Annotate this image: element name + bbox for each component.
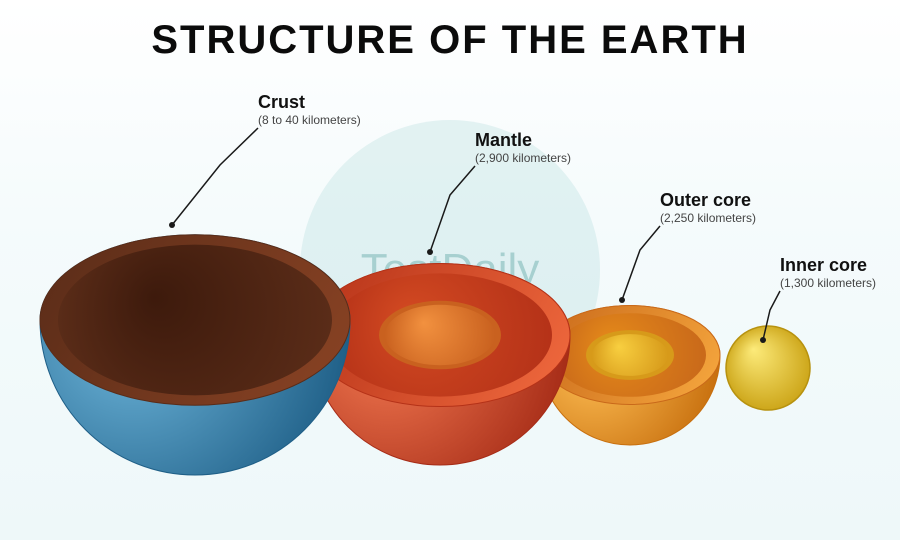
layer-mantle xyxy=(310,264,570,466)
label-name-crust: Crust xyxy=(258,92,361,113)
label-crust: Crust(8 to 40 kilometers) xyxy=(258,92,361,127)
layers-canvas xyxy=(0,0,900,540)
label-name-inner-core: Inner core xyxy=(780,255,876,276)
label-name-mantle: Mantle xyxy=(475,130,571,151)
label-name-outer-core: Outer core xyxy=(660,190,756,211)
label-sub-outer-core: (2,250 kilometers) xyxy=(660,211,756,225)
label-sub-mantle: (2,900 kilometers) xyxy=(475,151,571,165)
label-inner-core: Inner core(1,300 kilometers) xyxy=(780,255,876,290)
leader-dot-inner-core xyxy=(760,337,766,343)
leader-crust xyxy=(172,128,258,225)
layer-crust xyxy=(40,224,350,475)
leader-dot-mantle xyxy=(427,249,433,255)
layer-inner-core xyxy=(726,326,810,410)
leader-mantle xyxy=(430,166,475,252)
label-sub-crust: (8 to 40 kilometers) xyxy=(258,113,361,127)
label-outer-core: Outer core(2,250 kilometers) xyxy=(660,190,756,225)
leader-dot-crust xyxy=(169,222,175,228)
label-sub-inner-core: (1,300 kilometers) xyxy=(780,276,876,290)
leader-outer-core xyxy=(622,226,660,300)
leader-dot-outer-core xyxy=(619,297,625,303)
label-mantle: Mantle(2,900 kilometers) xyxy=(475,130,571,165)
